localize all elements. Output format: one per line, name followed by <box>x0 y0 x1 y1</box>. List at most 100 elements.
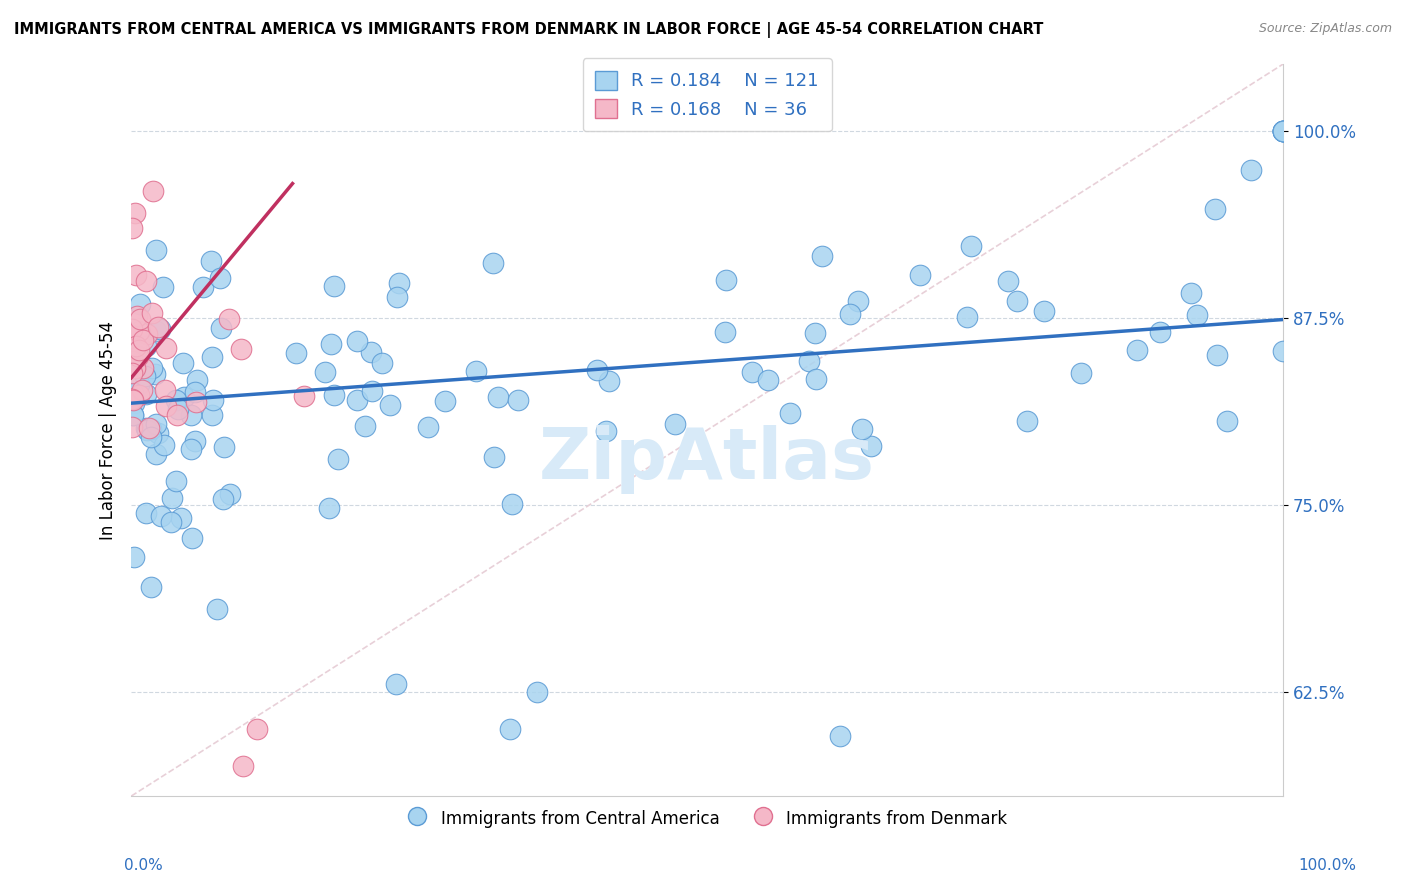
Point <box>193 280 215 294</box>
Point <box>136 423 159 437</box>
Point <box>811 249 834 263</box>
Point <box>121 408 143 422</box>
Point <box>756 373 779 387</box>
Point <box>146 425 169 440</box>
Point <box>354 418 377 433</box>
Point <box>121 221 143 235</box>
Point <box>150 508 173 523</box>
Point <box>486 390 509 404</box>
Point <box>149 322 172 336</box>
Point <box>124 361 146 376</box>
Point <box>125 268 148 283</box>
Point <box>285 346 308 360</box>
Point <box>141 422 163 436</box>
Point <box>526 684 548 698</box>
Point <box>360 345 382 359</box>
Point <box>181 531 204 545</box>
Point <box>209 321 232 335</box>
Point <box>128 324 150 338</box>
Point <box>122 408 145 422</box>
Point <box>246 722 269 736</box>
Point <box>482 450 505 464</box>
Point <box>208 271 231 285</box>
Point <box>370 356 392 370</box>
Point <box>292 388 315 402</box>
Point <box>232 759 254 773</box>
Point <box>664 417 686 431</box>
Point <box>1272 124 1295 138</box>
Point <box>138 421 160 435</box>
Point <box>121 366 143 380</box>
Point <box>388 276 411 290</box>
Point <box>201 408 224 422</box>
Text: IMMIGRANTS FROM CENTRAL AMERICA VS IMMIGRANTS FROM DENMARK IN LABOR FORCE | AGE : IMMIGRANTS FROM CENTRAL AMERICA VS IMMIG… <box>14 22 1043 38</box>
Point <box>124 396 146 410</box>
Point <box>146 320 169 334</box>
Point <box>218 311 240 326</box>
Point <box>741 365 763 379</box>
Point <box>201 393 224 408</box>
Point <box>506 392 529 407</box>
Point <box>714 325 737 339</box>
Point <box>183 384 205 399</box>
Point <box>1033 303 1056 318</box>
Point <box>1015 414 1038 428</box>
Point <box>184 434 207 448</box>
Point <box>125 339 148 353</box>
Point <box>595 424 617 438</box>
Point <box>170 510 193 524</box>
Point <box>211 492 233 507</box>
Point <box>207 602 229 616</box>
Point <box>361 384 384 398</box>
Point <box>131 383 153 397</box>
Point <box>141 306 163 320</box>
Point <box>121 354 143 368</box>
Point <box>162 491 184 505</box>
Point <box>1240 162 1263 177</box>
Point <box>1272 124 1295 138</box>
Point <box>184 395 207 409</box>
Point <box>201 350 224 364</box>
Point <box>122 385 145 400</box>
Point <box>346 334 368 349</box>
Point <box>155 399 177 413</box>
Point <box>779 407 801 421</box>
Point <box>128 297 150 311</box>
Point <box>141 430 163 444</box>
Point <box>839 307 862 321</box>
Point <box>145 324 167 338</box>
Point <box>1126 343 1149 357</box>
Point <box>328 451 350 466</box>
Point <box>1272 124 1295 138</box>
Point <box>129 312 152 326</box>
Point <box>846 293 869 308</box>
Point <box>180 442 202 456</box>
Point <box>1271 344 1294 359</box>
Point <box>180 408 202 422</box>
Point <box>135 386 157 401</box>
Point <box>499 722 522 736</box>
Point <box>323 278 346 293</box>
Point <box>585 363 607 377</box>
Point <box>165 474 187 488</box>
Point <box>132 333 155 347</box>
Point <box>860 439 883 453</box>
Point <box>1070 366 1092 380</box>
Point <box>145 417 167 431</box>
Point <box>165 392 187 407</box>
Point <box>851 422 873 436</box>
Point <box>314 365 336 379</box>
Point <box>1149 325 1171 339</box>
Point <box>143 367 166 381</box>
Point <box>155 342 177 356</box>
Point <box>214 440 236 454</box>
Point <box>501 497 523 511</box>
Point <box>797 353 820 368</box>
Point <box>318 501 340 516</box>
Point <box>166 408 188 422</box>
Point <box>145 244 167 258</box>
Point <box>141 360 163 375</box>
Point <box>804 326 827 341</box>
Point <box>134 369 156 384</box>
Point <box>1272 124 1295 138</box>
